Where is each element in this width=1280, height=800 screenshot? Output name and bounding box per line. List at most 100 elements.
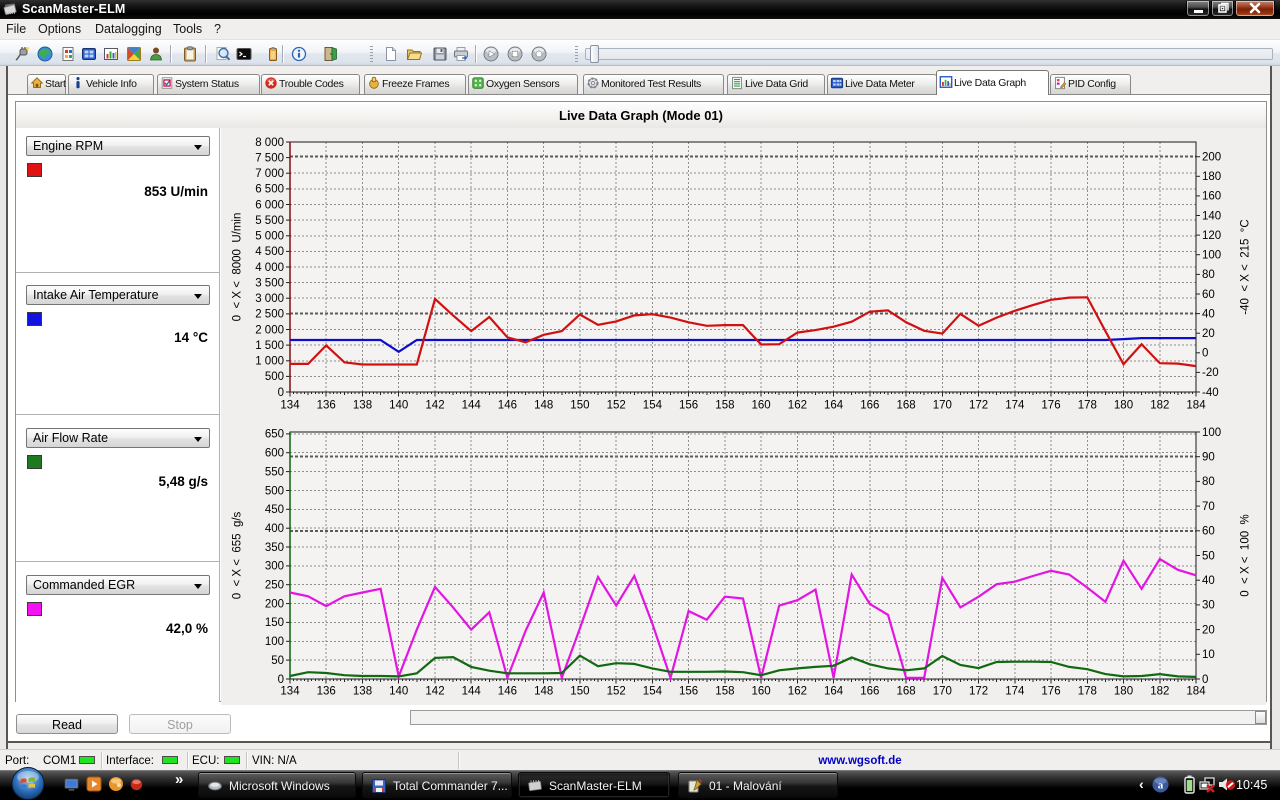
svg-text:170: 170 — [933, 686, 952, 698]
svg-text:144: 144 — [462, 686, 482, 698]
svg-text:600: 600 — [265, 448, 284, 460]
svg-text:178: 178 — [1078, 686, 1097, 698]
svg-text:150: 150 — [265, 617, 284, 629]
svg-text:178: 178 — [1078, 400, 1097, 412]
svg-text:500: 500 — [265, 371, 284, 383]
svg-text:0: 0 — [278, 387, 284, 399]
svg-text:174: 174 — [1005, 400, 1025, 412]
svg-text:156: 156 — [679, 686, 698, 698]
svg-text:180: 180 — [1202, 171, 1221, 183]
svg-text:160: 160 — [752, 686, 771, 698]
svg-text:142: 142 — [425, 686, 444, 698]
svg-text:172: 172 — [969, 400, 988, 412]
svg-text:138: 138 — [353, 400, 372, 412]
svg-text:162: 162 — [788, 686, 807, 698]
svg-text:182: 182 — [1150, 400, 1169, 412]
svg-text:134: 134 — [280, 400, 300, 412]
svg-text:0 < X < 100 %: 0 < X < 100 % — [1240, 514, 1252, 596]
svg-text:136: 136 — [317, 686, 336, 698]
svg-text:0: 0 — [1202, 348, 1208, 360]
svg-text:166: 166 — [860, 400, 879, 412]
svg-text:138: 138 — [353, 686, 372, 698]
svg-text:200: 200 — [1202, 152, 1221, 164]
svg-text:a: a — [1158, 780, 1164, 792]
svg-text:170: 170 — [933, 400, 952, 412]
svg-text:140: 140 — [1202, 210, 1221, 222]
svg-text:0: 0 — [278, 674, 284, 686]
svg-text:40: 40 — [1202, 575, 1215, 587]
svg-text:250: 250 — [265, 580, 284, 592]
svg-text:2 500: 2 500 — [255, 309, 284, 321]
svg-text:6 000: 6 000 — [255, 199, 284, 211]
svg-text:100: 100 — [265, 636, 284, 648]
svg-text:154: 154 — [643, 686, 663, 698]
svg-text:400: 400 — [265, 523, 284, 535]
svg-text:5 000: 5 000 — [255, 231, 284, 243]
svg-text:164: 164 — [824, 686, 844, 698]
svg-text:142: 142 — [425, 400, 444, 412]
svg-text:168: 168 — [897, 400, 916, 412]
svg-text:3 000: 3 000 — [255, 293, 284, 305]
svg-text:140: 140 — [389, 686, 408, 698]
svg-text:20: 20 — [1202, 328, 1215, 340]
svg-text:50: 50 — [271, 655, 284, 667]
svg-text:134: 134 — [280, 686, 300, 698]
svg-text:156: 156 — [679, 400, 698, 412]
svg-text:-40: -40 — [1202, 387, 1219, 399]
svg-text:152: 152 — [607, 400, 626, 412]
svg-text:168: 168 — [897, 686, 916, 698]
svg-text:80: 80 — [1202, 269, 1215, 281]
svg-text:0 < X < 8000 U/min: 0 < X < 8000 U/min — [232, 213, 244, 322]
svg-text:1 500: 1 500 — [255, 340, 284, 352]
svg-text:8 000: 8 000 — [255, 137, 284, 149]
svg-text:150: 150 — [570, 400, 589, 412]
svg-text:-40 < X < 215 °C: -40 < X < 215 °C — [1240, 219, 1252, 314]
svg-text:650: 650 — [265, 429, 284, 441]
svg-text:50: 50 — [1202, 550, 1215, 562]
svg-text:184: 184 — [1186, 686, 1206, 698]
svg-text:550: 550 — [265, 466, 284, 478]
svg-text:146: 146 — [498, 686, 517, 698]
svg-text:148: 148 — [534, 686, 553, 698]
svg-text:160: 160 — [1202, 191, 1221, 203]
svg-text:7 500: 7 500 — [255, 152, 284, 164]
svg-text:450: 450 — [265, 504, 284, 516]
svg-text:136: 136 — [317, 400, 336, 412]
svg-text:60: 60 — [1202, 526, 1215, 538]
svg-text:350: 350 — [265, 542, 284, 554]
svg-text:140: 140 — [389, 400, 408, 412]
svg-text:10: 10 — [1202, 649, 1215, 661]
svg-text:0 < X < 655 g/s: 0 < X < 655 g/s — [232, 511, 244, 599]
svg-text:172: 172 — [969, 686, 988, 698]
svg-text:20: 20 — [1202, 624, 1215, 636]
svg-text:180: 180 — [1114, 400, 1133, 412]
svg-text:4 500: 4 500 — [255, 246, 284, 258]
svg-text:180: 180 — [1114, 686, 1133, 698]
svg-text:70: 70 — [1202, 501, 1215, 513]
svg-text:3 500: 3 500 — [255, 277, 284, 289]
svg-text:162: 162 — [788, 400, 807, 412]
svg-text:176: 176 — [1041, 400, 1060, 412]
svg-text:1 000: 1 000 — [255, 356, 284, 368]
svg-text:5 500: 5 500 — [255, 215, 284, 227]
svg-text:7 000: 7 000 — [255, 168, 284, 180]
svg-text:148: 148 — [534, 400, 553, 412]
svg-text:150: 150 — [570, 686, 589, 698]
svg-text:166: 166 — [860, 686, 879, 698]
svg-text:60: 60 — [1202, 289, 1215, 301]
svg-text:80: 80 — [1202, 476, 1215, 488]
svg-text:120: 120 — [1202, 230, 1221, 242]
svg-text:164: 164 — [824, 400, 844, 412]
svg-text:152: 152 — [607, 686, 626, 698]
svg-text:100: 100 — [1202, 427, 1221, 439]
svg-text:158: 158 — [715, 400, 734, 412]
svg-text:40: 40 — [1202, 308, 1215, 320]
svg-text:160: 160 — [752, 400, 771, 412]
svg-text:154: 154 — [643, 400, 663, 412]
svg-text:30: 30 — [1202, 600, 1215, 612]
svg-text:0: 0 — [1202, 674, 1208, 686]
svg-text:4 000: 4 000 — [255, 262, 284, 274]
svg-text:500: 500 — [265, 485, 284, 497]
svg-text:182: 182 — [1150, 686, 1169, 698]
svg-text:176: 176 — [1041, 686, 1060, 698]
